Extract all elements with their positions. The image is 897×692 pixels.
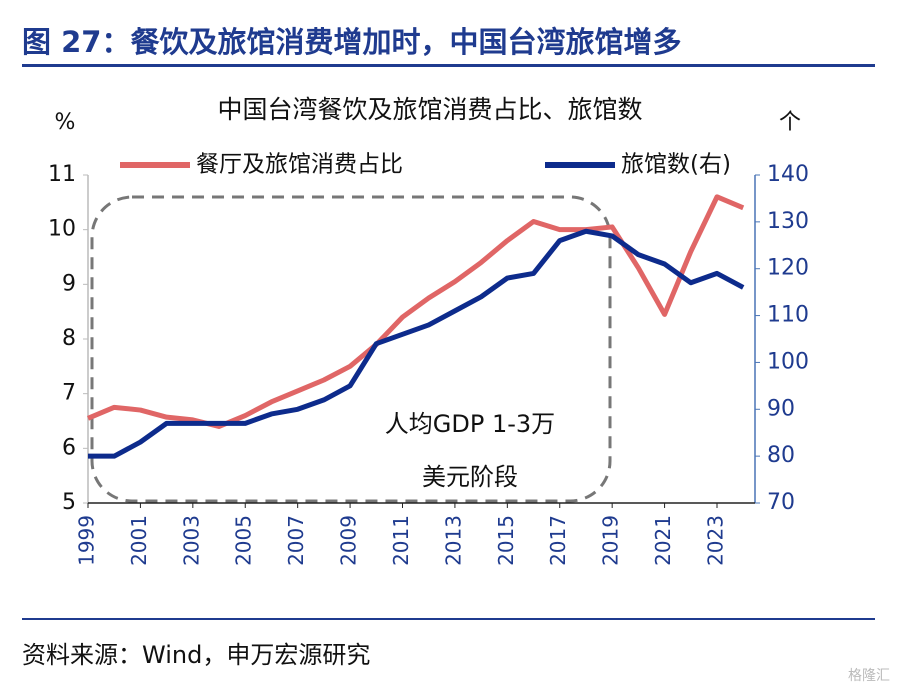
annotation: 美元阶段 [422, 463, 518, 491]
annotation: 人均GDP 1-3万 [385, 410, 555, 438]
y2-tick-label: 80 [767, 443, 795, 468]
x-tick-label: 2015 [494, 515, 518, 566]
y2-tick-label: 90 [767, 396, 795, 421]
y-tick-label: 5 [62, 490, 76, 515]
y-tick-label: 7 [62, 381, 76, 406]
x-tick-label: 1999 [75, 515, 99, 566]
y2-tick-label: 110 [767, 303, 809, 328]
y-tick-label: 9 [62, 271, 76, 296]
y-tick-label: 10 [48, 217, 76, 242]
watermark: 格隆汇 [848, 668, 890, 684]
y2-tick-label: 70 [767, 490, 795, 515]
x-tick-label: 2001 [127, 515, 151, 566]
x-tick-label: 2013 [441, 515, 465, 566]
x-tick-label: 2011 [389, 515, 413, 566]
chart-title: 中国台湾餐饮及旅馆消费占比、旅馆数 [217, 95, 642, 124]
x-tick-label: 2017 [546, 515, 570, 566]
series-line [88, 228, 745, 459]
y-tick-label: 11 [48, 162, 76, 187]
y2-tick-label: 120 [767, 256, 809, 281]
y2-axis-label: 个 [779, 110, 801, 135]
source: 资料来源：Wind，申万宏源研究 [22, 641, 370, 669]
legend-label: 餐厅及旅馆消费占比 [196, 152, 403, 178]
header-title: 图 27：餐饮及旅馆消费增加时，中国台湾旅馆增多 [22, 25, 681, 59]
y2-tick-label: 140 [767, 162, 809, 187]
series-line [87, 194, 745, 429]
y2-tick-label: 100 [767, 349, 809, 374]
x-tick-label: 2005 [232, 515, 256, 566]
x-tick-label: 2009 [337, 515, 361, 566]
annotation-box [90, 195, 612, 503]
footer-rule [22, 618, 875, 620]
y2-tick-label: 130 [767, 209, 809, 234]
x-tick-label: 2021 [651, 515, 675, 566]
x-tick-label: 2003 [179, 515, 203, 566]
y-tick-label: 6 [62, 435, 76, 460]
header-rule [22, 64, 875, 67]
legend-label: 旅馆数(右) [621, 152, 731, 178]
x-tick-label: 2019 [599, 515, 623, 566]
x-tick-label: 2023 [703, 515, 727, 566]
y-axis-label: % [55, 110, 76, 135]
x-tick-label: 2007 [284, 515, 308, 566]
y-tick-label: 8 [62, 326, 76, 351]
